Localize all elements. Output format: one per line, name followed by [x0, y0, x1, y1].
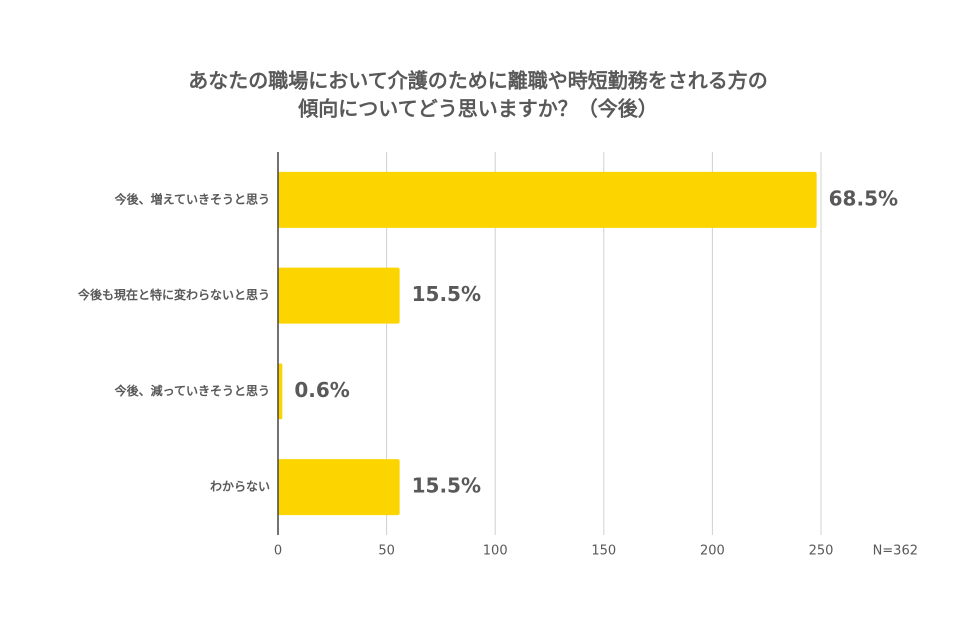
x-tick-label: 50 — [378, 544, 395, 559]
x-tick-label: 150 — [591, 544, 616, 559]
data-label: 0.6% — [294, 378, 349, 402]
y-tick-label: 今後も現在と特に変わらないと思う — [77, 287, 270, 302]
y-tick-label: 今後、減っていきそうと思う — [114, 383, 270, 398]
x-tick-label: 100 — [483, 544, 508, 559]
bar — [278, 363, 283, 420]
chart-title: 傾向についてどう思いますか？（今後） — [297, 97, 657, 121]
x-tick-label: 200 — [700, 544, 725, 559]
bar — [278, 267, 400, 324]
annotation: N=362 — [873, 544, 918, 559]
data-label: 15.5% — [412, 474, 481, 498]
bar — [278, 171, 817, 228]
data-label: 68.5% — [829, 186, 898, 210]
y-tick-label: わからない — [210, 480, 270, 494]
chart-title: あなたの職場において介護のために離職や時短勤務をされる方の — [188, 69, 767, 93]
x-tick-label: 250 — [809, 544, 834, 559]
bar — [278, 459, 400, 516]
y-tick-label: 今後、増えていきそうと思う — [114, 191, 270, 206]
data-label: 15.5% — [412, 282, 481, 306]
x-tick-label: 0 — [274, 544, 282, 559]
